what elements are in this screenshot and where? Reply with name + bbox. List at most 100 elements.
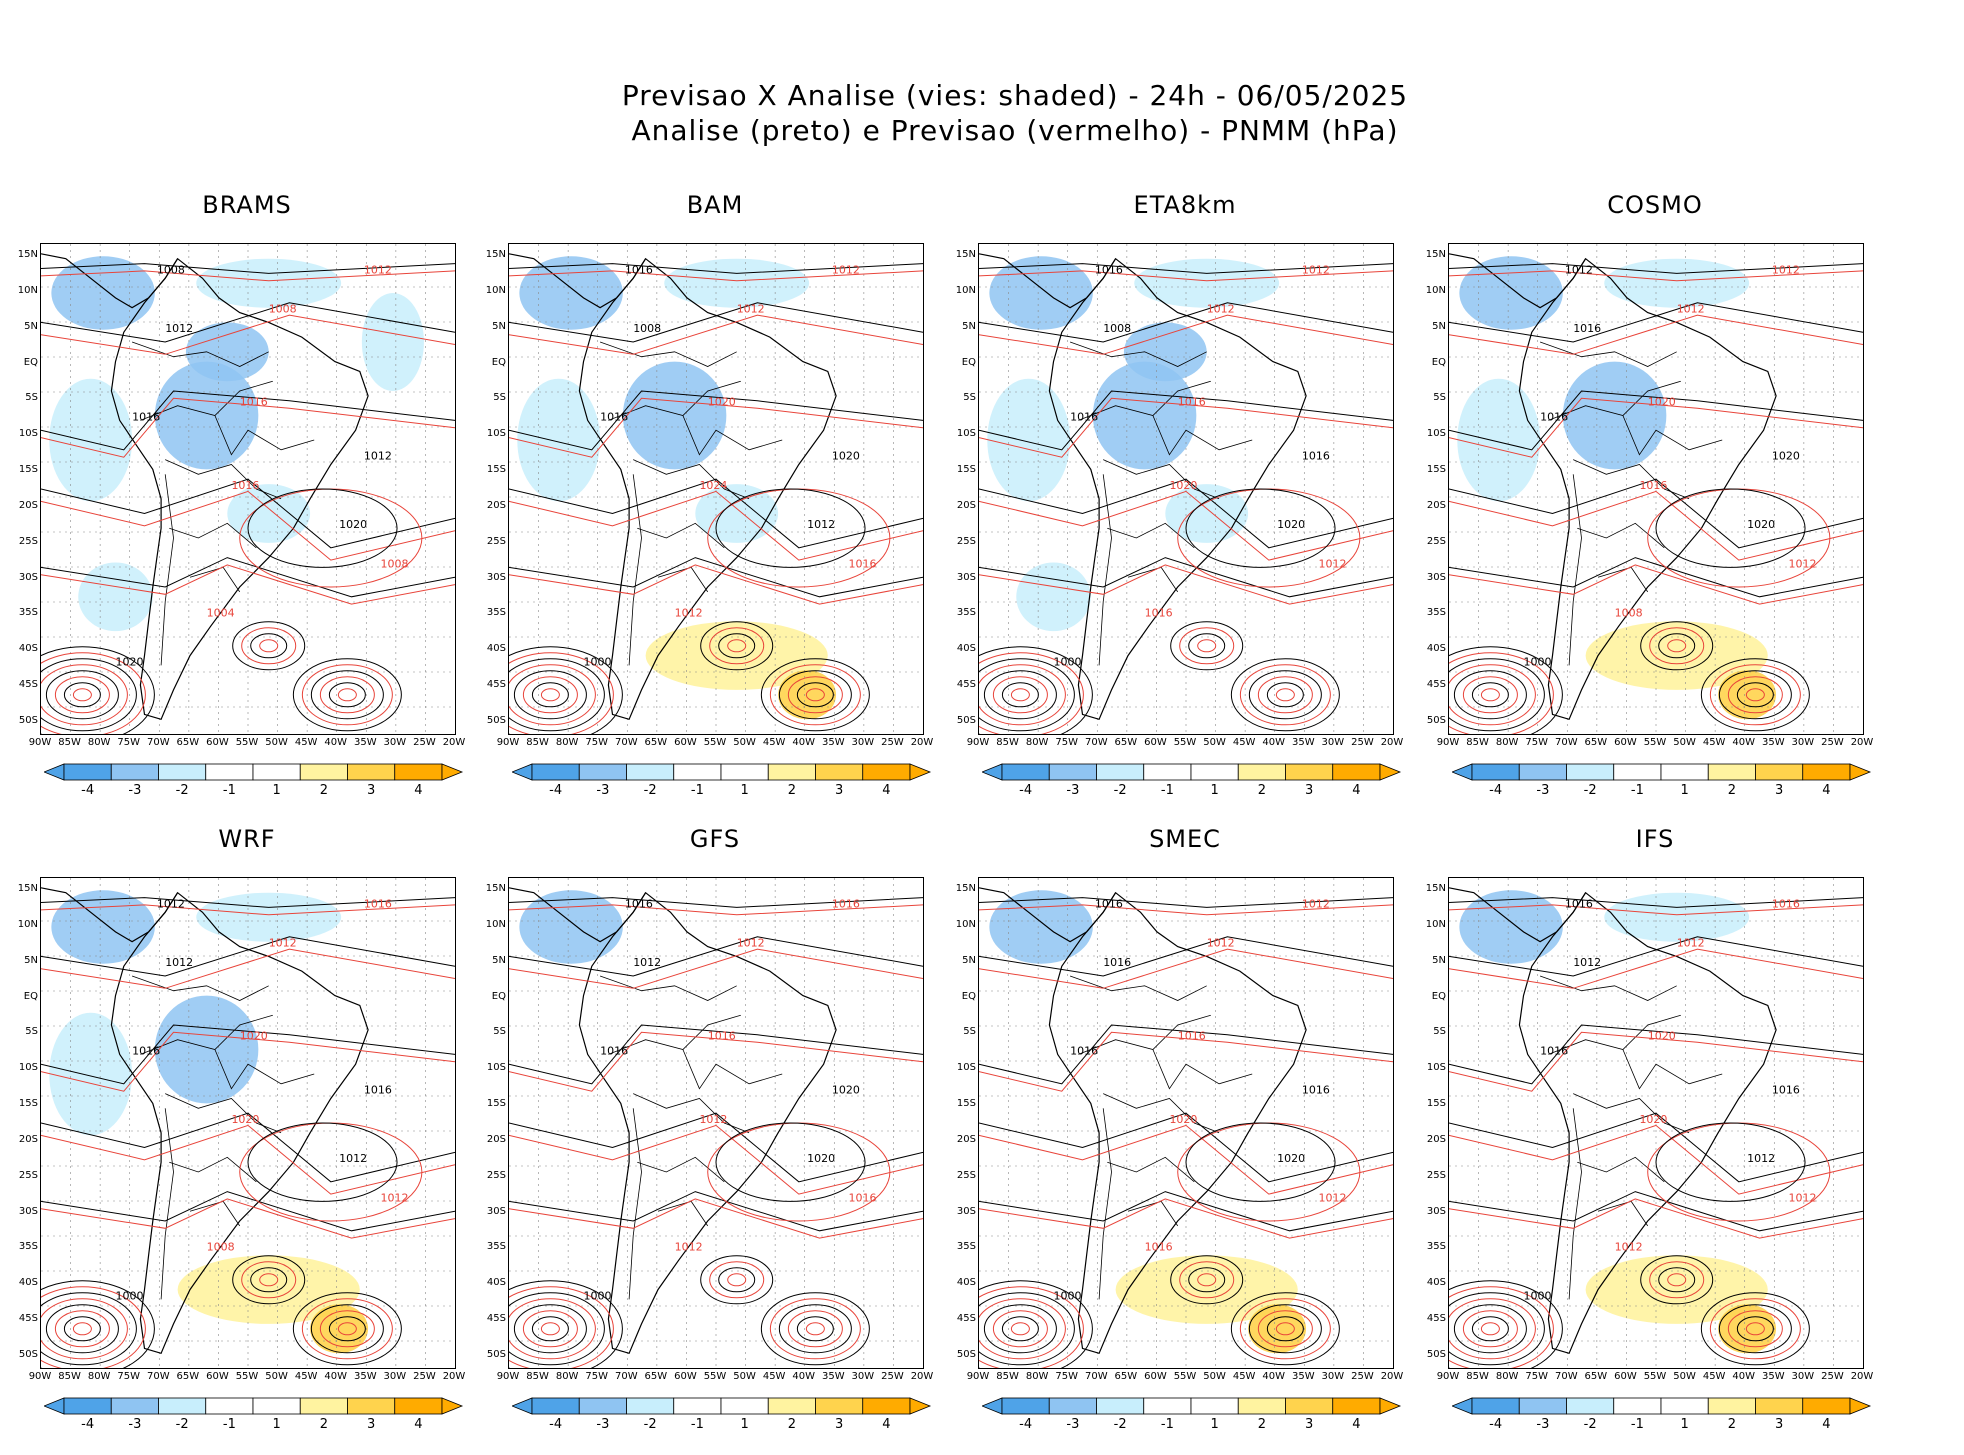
- negative-bias-area: [49, 1012, 133, 1136]
- low-pressure-contour: [1658, 633, 1696, 659]
- latitude-label: 35S: [956, 607, 976, 619]
- low-pressure-contour: [509, 646, 623, 734]
- low-pressure-contour: [1257, 676, 1313, 714]
- forecast-isobar: [509, 270, 923, 282]
- latitude-label: 10S: [1426, 1062, 1446, 1074]
- colorbar-segment: [1518, 763, 1567, 781]
- forecast-isobar: [979, 490, 1393, 561]
- forecast-isobar: [979, 564, 1393, 605]
- longitude-label: 30W: [383, 737, 407, 748]
- isobar-label: 1012: [1302, 897, 1330, 910]
- isobar-label: 1016: [1070, 410, 1098, 423]
- colorbar-label: 1: [1210, 783, 1219, 798]
- analysis-isobar: [979, 302, 1393, 343]
- colorbar-segment: [720, 763, 769, 781]
- country-border: [633, 1093, 750, 1134]
- forecast-map: 1012 1012 1016 1012 1016 1020 1020 1016 1020 1012…: [1448, 243, 1864, 735]
- analysis-isobar: [979, 557, 1393, 598]
- longitude-label: 55W: [1173, 1371, 1197, 1382]
- south-america-coastline: [1048, 257, 1307, 721]
- colorbar-segment: [1518, 1397, 1567, 1415]
- low-pressure-contour: [979, 1298, 1066, 1360]
- latitude-label: EQ: [961, 990, 976, 1002]
- isobar-label: 1012: [1772, 263, 1800, 276]
- longitude-label: 20W: [442, 737, 466, 748]
- latitude-label: 50S: [18, 715, 38, 726]
- longitude-label: 60W: [206, 1371, 229, 1382]
- high-pressure-contour: [715, 1122, 866, 1202]
- forecast-isobar: [979, 397, 1393, 458]
- colorbar-label: 3: [834, 783, 844, 798]
- colorbar: -4 -3 -2 -1 1 2 3 4: [512, 763, 938, 803]
- latitude-label: 25S: [18, 1169, 38, 1181]
- low-pressure-contour: [319, 676, 375, 714]
- latitude-label: 30S: [18, 1205, 38, 1217]
- low-pressure-contour: [979, 646, 1093, 734]
- colorbar-label: -2: [1583, 1417, 1597, 1432]
- colorbar-segment: [1001, 1397, 1050, 1415]
- latitude-label: 5S: [493, 1026, 506, 1038]
- analysis-isobar: [41, 557, 455, 598]
- low-pressure-contour: [979, 1292, 1075, 1366]
- low-pressure-contour: [41, 652, 146, 734]
- low-pressure-contour: [1449, 1280, 1563, 1368]
- longitude-label: 75W: [117, 737, 141, 748]
- latitude-label: 5N: [962, 320, 976, 332]
- low-pressure-contour: [769, 664, 861, 726]
- longitude-label: 60W: [674, 1371, 697, 1382]
- low-pressure-contour: [250, 633, 288, 659]
- isobar-label: 1020: [708, 396, 736, 409]
- isobar-label: 1012: [1677, 303, 1705, 316]
- panel-title: SMEC: [1149, 825, 1221, 853]
- country-border: [1577, 522, 1665, 549]
- analysis-isobar: [41, 1112, 455, 1183]
- colorbar-segment: [1660, 763, 1709, 781]
- low-pressure-contour: [1266, 682, 1304, 708]
- longitude-label: 35W: [353, 737, 377, 748]
- analysis-isobar: [41, 390, 455, 451]
- country-border: [682, 415, 783, 456]
- colorbar-label: 2: [1257, 783, 1267, 798]
- south-america-coastline: [1518, 891, 1777, 1355]
- colorbar-segment: [252, 763, 301, 781]
- longitude-label: 60W: [1614, 1371, 1637, 1382]
- low-pressure-contour: [41, 1280, 155, 1368]
- latitude-label: 10N: [955, 284, 976, 296]
- latitude-label: 10N: [17, 284, 38, 296]
- south-america-coastline: [110, 891, 369, 1355]
- analysis-isobar: [509, 263, 923, 274]
- longitude-label: 85W: [1466, 737, 1489, 748]
- forecast-isobar: [41, 948, 455, 989]
- low-pressure-contour: [241, 627, 297, 665]
- colorbar-label: 2: [319, 1417, 329, 1432]
- low-pressure-contour: [1449, 1298, 1536, 1360]
- latitude-label: 30S: [1426, 1205, 1446, 1217]
- low-pressure-contour: [718, 633, 756, 659]
- country-border: [214, 1049, 315, 1090]
- isobar-label: 1012: [675, 606, 703, 619]
- latitude-label: 10N: [955, 918, 976, 930]
- latitude-label: 45S: [18, 679, 38, 691]
- colorbar-segment: [1613, 1397, 1662, 1415]
- low-pressure-contour: [983, 670, 1057, 720]
- colorbar: -4 -3 -2 -1 1 2 3 4: [44, 763, 470, 803]
- colorbar-segment: [1755, 763, 1804, 781]
- latitude-label: 35S: [1426, 1241, 1446, 1253]
- colorbar-segment: [531, 763, 580, 781]
- analysis-isobar: [41, 478, 455, 549]
- forecast-isobar: [41, 490, 455, 561]
- low-pressure-contour: [301, 1298, 393, 1360]
- longitude-label: 75W: [585, 1371, 609, 1382]
- longitude-label: 70W: [1554, 1371, 1578, 1382]
- low-pressure-contour: [1640, 1255, 1714, 1305]
- colorbar-low-arrow: [982, 1397, 1003, 1415]
- longitude-label: 75W: [585, 737, 609, 748]
- isobar-label: 1016: [1095, 263, 1123, 276]
- low-pressure-contour: [805, 688, 825, 702]
- colorbar-segment: [205, 763, 254, 781]
- longitude-label: 40W: [1262, 1371, 1286, 1382]
- country-border: [1069, 341, 1207, 367]
- low-pressure-contour: [1179, 1261, 1235, 1299]
- analysis-isobar: [509, 1191, 923, 1232]
- positive-bias-area: [645, 621, 828, 690]
